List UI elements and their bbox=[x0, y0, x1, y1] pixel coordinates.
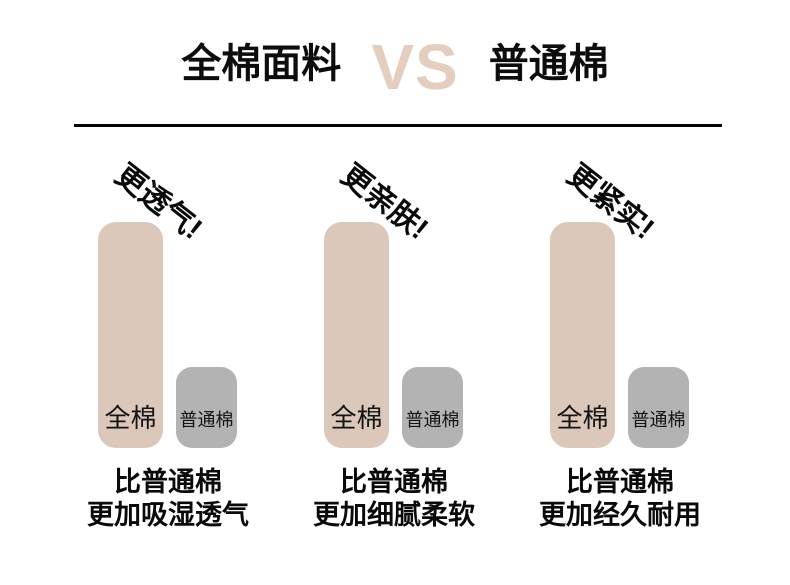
group-caption: 比普通棉 更加吸湿透气 bbox=[55, 466, 281, 532]
title-right-fabric: 普通棉 bbox=[488, 42, 609, 86]
ordinary-cotton-bar-label: 普通棉 bbox=[405, 410, 460, 430]
ordinary-cotton-bar-label: 普通棉 bbox=[179, 410, 234, 430]
header-divider bbox=[74, 124, 722, 127]
caption-line-1: 比普通棉 bbox=[566, 467, 674, 497]
ordinary-cotton-bar: 普通棉 bbox=[402, 367, 463, 448]
caption-line-2: 更加吸湿透气 bbox=[87, 500, 249, 530]
comparison-group-firmness: 更紧实! 全棉 普通棉 比普通棉 更加经久耐用 bbox=[525, 150, 715, 550]
ordinary-cotton-bar: 普通棉 bbox=[628, 367, 689, 448]
page-title: 全棉面料 VS 普通棉 bbox=[0, 28, 790, 100]
comparison-group-breathability: 更透气! 全棉 普通棉 比普通棉 更加吸湿透气 bbox=[73, 150, 263, 550]
ordinary-cotton-bar: 普通棉 bbox=[176, 367, 237, 448]
caption-line-2: 更加细腻柔软 bbox=[313, 500, 475, 530]
cotton-bar: 全棉 bbox=[550, 222, 615, 448]
title-left-fabric: 全棉面料 bbox=[181, 42, 342, 86]
caption-line-1: 比普通棉 bbox=[340, 467, 448, 497]
caption-line-2: 更加经久耐用 bbox=[539, 500, 701, 530]
group-caption: 比普通棉 更加细腻柔软 bbox=[281, 466, 507, 532]
cotton-bar-label: 全棉 bbox=[556, 403, 609, 433]
comparison-group-skin-friendly: 更亲肤! 全棉 普通棉 比普通棉 更加细腻柔软 bbox=[299, 150, 489, 550]
caption-line-1: 比普通棉 bbox=[114, 467, 222, 497]
cotton-bar: 全棉 bbox=[324, 222, 389, 448]
cotton-bar-label: 全棉 bbox=[104, 403, 157, 433]
group-caption: 比普通棉 更加经久耐用 bbox=[507, 466, 733, 532]
cotton-bar-label: 全棉 bbox=[330, 403, 383, 433]
cotton-bar: 全棉 bbox=[98, 222, 163, 448]
vs-badge: VS bbox=[371, 31, 459, 103]
ordinary-cotton-bar-label: 普通棉 bbox=[631, 410, 686, 430]
